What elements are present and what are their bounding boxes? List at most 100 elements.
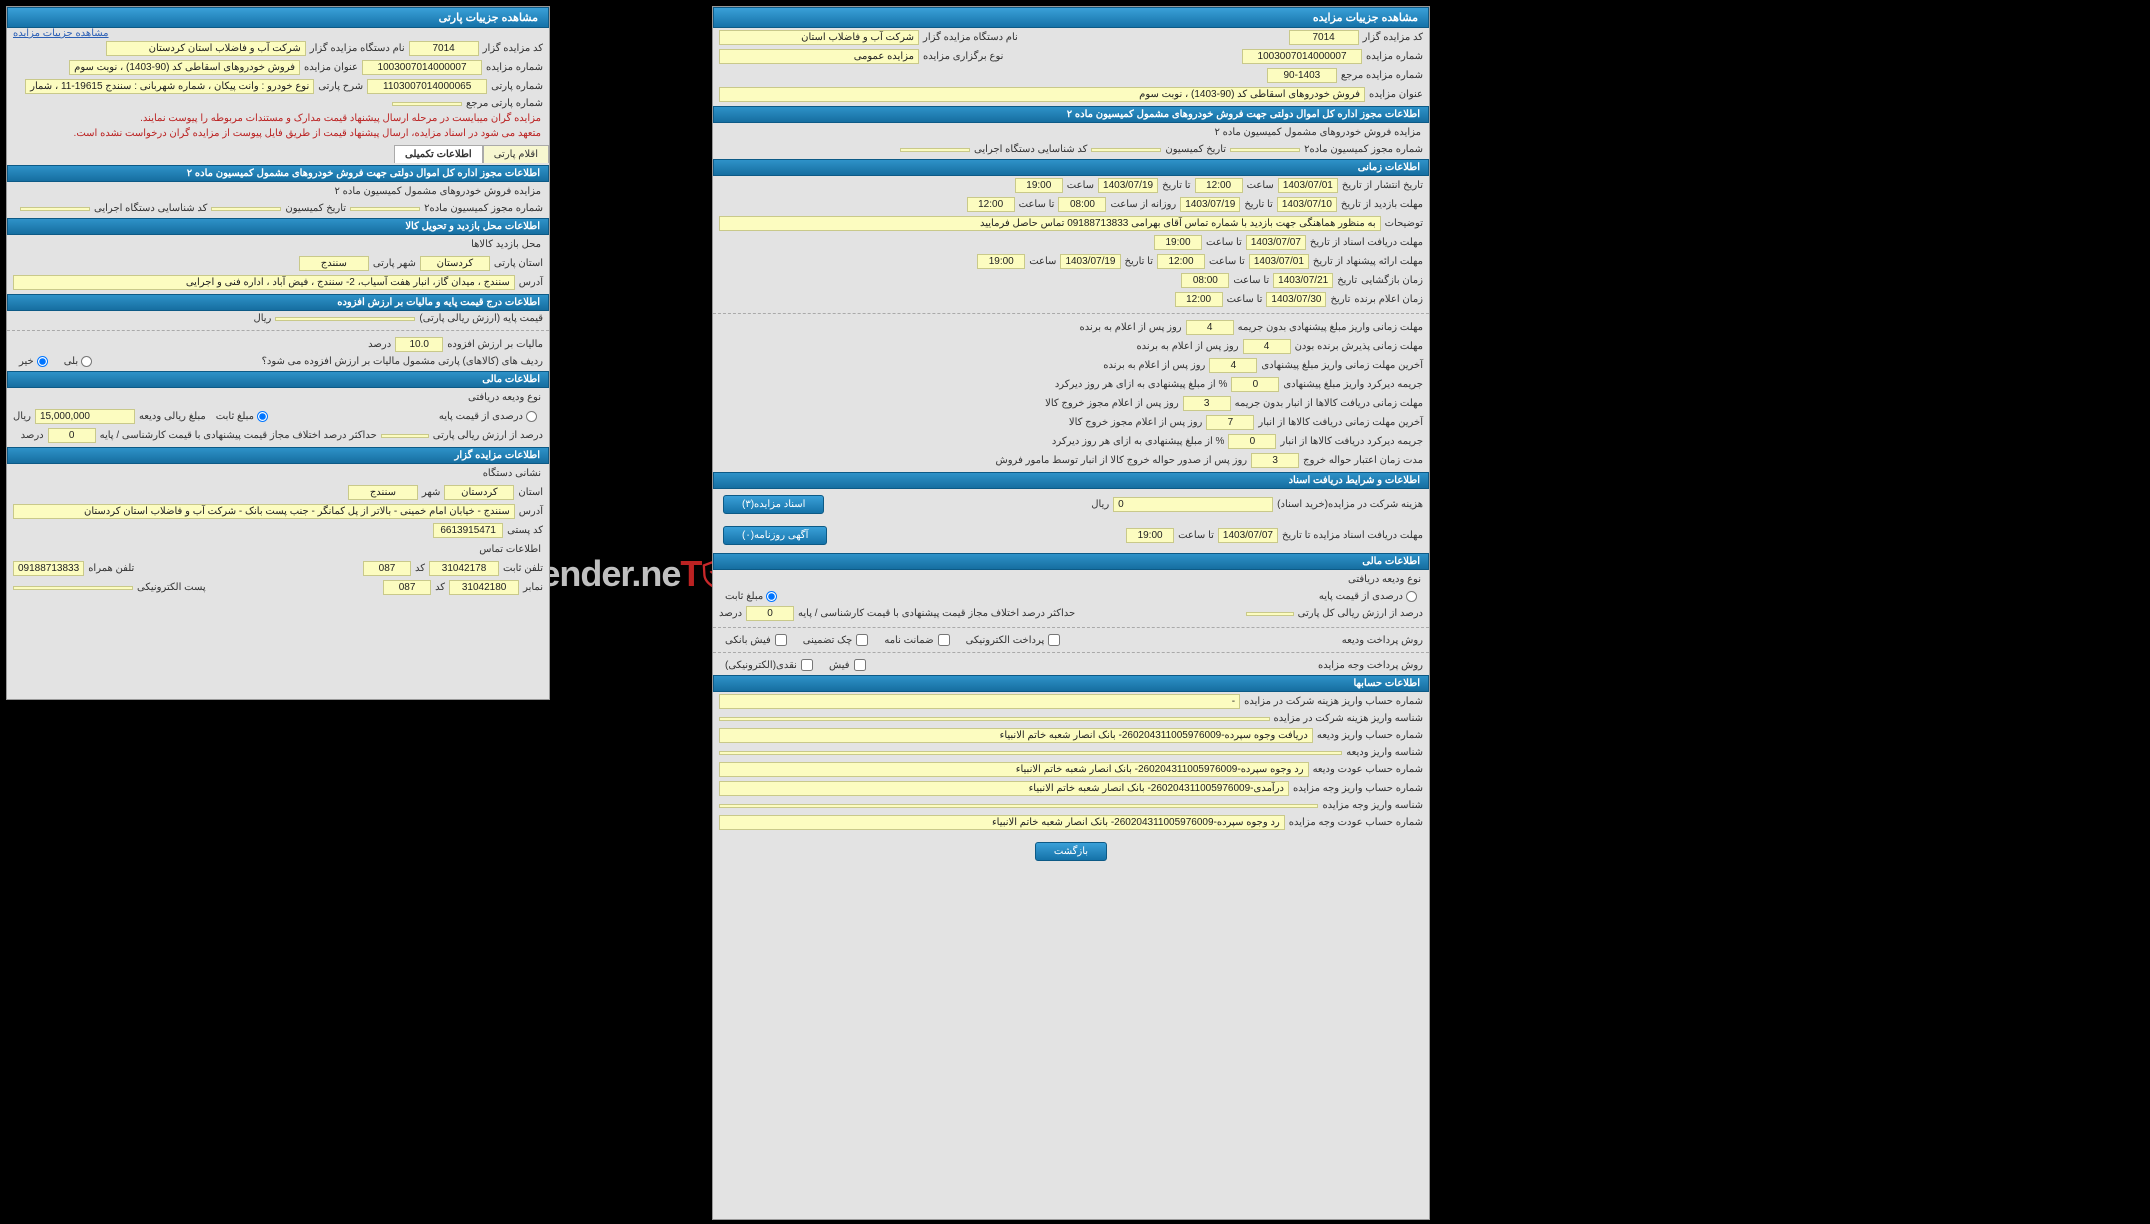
chk-guarantee[interactable]: ضمانت نامه [884, 634, 949, 646]
label: آدرس [519, 277, 543, 288]
label: مهلت زمانی دریافت کالاها از انبار بدون ج… [1235, 398, 1423, 409]
date: 1403/07/19 [1098, 178, 1158, 193]
acct: - [719, 694, 1240, 709]
value: 4 [1186, 320, 1234, 335]
label: مبلغ ثابت [216, 411, 254, 422]
acct [719, 717, 1270, 721]
chk-cash-e[interactable]: نقدی(الکترونیکی) [725, 659, 813, 671]
label: فیش بانکی [725, 635, 771, 646]
date: 1403/07/01 [1249, 254, 1309, 269]
label: کد شناسایی دستگاه اجرایی [94, 203, 207, 214]
label: کد [415, 563, 425, 574]
date: 1403/07/07 [1246, 235, 1306, 250]
tab-extra-info[interactable]: اطلاعات تکمیلی [394, 145, 483, 163]
label: نقدی(الکترونیکی) [725, 660, 797, 671]
label: ساعت [1247, 180, 1274, 191]
label: مهلت ارائه پیشنهاد از تاریخ [1313, 256, 1423, 267]
label: درصد [21, 430, 44, 441]
tab-items[interactable]: اقلام پارتی [483, 145, 549, 163]
section-financial: اطلاعات مالی [7, 371, 549, 388]
label: خیر [19, 356, 34, 367]
newspaper-button[interactable]: آگهی روزنامه(۰) [723, 526, 827, 545]
radio-fixed[interactable]: مبلغ ثابت [725, 591, 777, 602]
label: ردیف های (کالاهای) پارتی مشمول مالیات بر… [262, 356, 543, 367]
date: 1403/07/19 [1060, 254, 1120, 269]
label: درصد از ارزش ریالی پارتی [433, 430, 543, 441]
radio-pct-base[interactable]: درصدی از قیمت پایه [1319, 591, 1417, 602]
time: 08:00 [1181, 273, 1229, 288]
panel-title: مشاهده جزییات مزایده [713, 7, 1429, 28]
label: نام دستگاه مزایده گزار [310, 43, 405, 54]
label: کد پستی [507, 525, 543, 536]
value [20, 207, 90, 211]
label: تاریخ کمیسیون [285, 203, 346, 214]
label: شماره مجوز کمیسیون ماده۲ [424, 203, 543, 214]
radio-fixed[interactable]: مبلغ ثابت [216, 411, 268, 422]
time: 19:00 [1154, 235, 1202, 250]
value: 3 [1183, 396, 1231, 411]
label: مالیات بر ارزش افزوده [447, 339, 543, 350]
province: کردستان [444, 485, 514, 500]
label: مهلت دریافت اسناد از تاریخ [1310, 237, 1423, 248]
time: 19:00 [1126, 528, 1174, 543]
label: ضمانت نامه [884, 635, 933, 646]
label: روز پس از اعلام به برنده [1103, 360, 1205, 371]
visit-location-label: محل بازدید کالاها [7, 235, 549, 254]
label: فیش [829, 660, 850, 671]
org-name: شرکت آب و فاضلاب استان [719, 30, 919, 45]
value: 7 [1206, 415, 1254, 430]
chk-epay[interactable]: پرداخت الکترونیکی [966, 634, 1061, 646]
label: روز پس از اعلام به برنده [1136, 341, 1238, 352]
chk-cheque[interactable]: چک تضمینی [803, 634, 869, 646]
view-auction-link[interactable]: مشاهده جزییات مزایده [7, 28, 115, 39]
radio-pct-base[interactable]: درصدی از قیمت پایه [439, 411, 537, 422]
label: مبلغ ثابت [725, 591, 763, 602]
label: مهلت زمانی واریز مبلغ پیشنهادی بدون جریم… [1238, 322, 1423, 333]
time: 08:00 [1058, 197, 1106, 212]
date: 1403/07/19 [1180, 197, 1240, 212]
label: روز پس از اعلام به برنده [1079, 322, 1181, 333]
value: 0 [1228, 434, 1276, 449]
section-vat: اطلاعات درج قیمت پایه و مالیات بر ارزش ا… [7, 294, 549, 311]
label: شناسه واریز ودیعه [1346, 747, 1423, 758]
city: سنندج [348, 485, 418, 500]
diff-value: 0 [48, 428, 96, 443]
label: روز پس از صدور حواله خروج کالا از انبار … [996, 455, 1248, 466]
label: نمابر [523, 582, 543, 593]
label: شناسه واریز وجه مزایده [1322, 800, 1423, 811]
back-button[interactable]: بازگشت [1035, 842, 1107, 861]
value [211, 207, 281, 211]
label: شماره حساب عودت وجه مزایده [1289, 817, 1423, 828]
label: تا ساعت [1227, 294, 1263, 305]
subject: فروش خودروهای اسقاطی کد (90-1403) ، نوبت… [69, 60, 300, 75]
ref-number: 90-1403 [1267, 68, 1337, 83]
doc-cost: 0 [1113, 497, 1273, 512]
radio-yes[interactable]: بلی [64, 356, 92, 367]
label: نوع برگزاری مزایده [923, 51, 1003, 62]
visit-address: سنندج ، میدان گاز، انبار هفت آسیاب، 2- س… [13, 275, 515, 290]
label: چک تضمینی [803, 635, 853, 646]
docs-button[interactable]: اسناد مزایده(۳) [723, 495, 824, 514]
label: مبلغ ریالی ودیعه [139, 411, 206, 422]
label: جریمه دیرکرد دریافت کالاها از انبار [1280, 436, 1423, 447]
label: مهلت دریافت اسناد مزایده تا تاریخ [1282, 530, 1423, 541]
chk-fish[interactable]: فیش [829, 659, 866, 671]
label: آخرین مهلت زمانی واریز مبلغ پیشنهادی [1261, 360, 1423, 371]
label: درصدی از قیمت پایه [439, 411, 523, 422]
label: تا ساعت [1209, 256, 1245, 267]
num: 1003007014000007 [362, 60, 482, 75]
value [381, 434, 429, 438]
label: شماره مجوز کمیسیون ماده۲ [1304, 144, 1423, 155]
label: شناسه واریز هزینه شرکت در مزایده [1274, 713, 1423, 724]
auction-subject: فروش خودروهای اسقاطی کد (90-1403) ، نوبت… [719, 87, 1365, 102]
email [13, 586, 133, 590]
label: % از مبلغ پیشنهادی به ازای هر روز دیرکرد [1052, 436, 1225, 447]
chk-bank[interactable]: فیش بانکی [725, 634, 787, 646]
base-price [275, 317, 415, 321]
label: کد شناسایی دستگاه اجرایی [974, 144, 1087, 155]
province: کردستان [420, 256, 490, 271]
radio-no[interactable]: خیر [19, 356, 48, 367]
party-detail-panel: مشاهده جزییات پارتی مشاهده جزییات مزایده… [6, 6, 550, 700]
hint-2: متعهد می شود در اسناد مزایده، ارسال پیشن… [7, 126, 549, 141]
label: هزینه شرکت در مزایده(خرید اسناد) [1277, 499, 1423, 510]
